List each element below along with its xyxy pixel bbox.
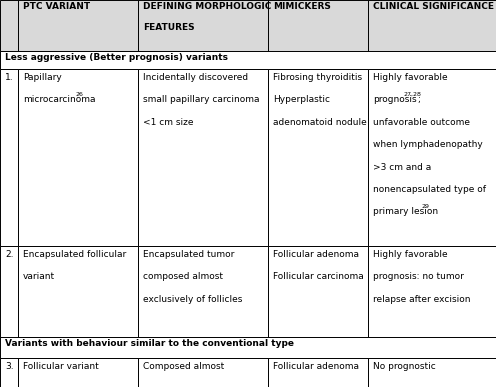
Bar — [0, 246, 18, 337]
Bar — [18, 0, 138, 51]
Text: when lymphadenopathy: when lymphadenopathy — [373, 140, 483, 149]
Text: composed almost: composed almost — [143, 272, 223, 281]
Bar — [0, 51, 496, 69]
Text: Encapsulated follicular: Encapsulated follicular — [23, 250, 126, 259]
Text: Follicular adenoma: Follicular adenoma — [273, 362, 359, 371]
Text: Fibrosing thyroiditis: Fibrosing thyroiditis — [273, 73, 362, 82]
Text: Highly favorable: Highly favorable — [373, 73, 447, 82]
Text: microcarcinoma: microcarcinoma — [23, 95, 95, 104]
Text: Follicular variant: Follicular variant — [23, 362, 99, 371]
Text: 29: 29 — [421, 204, 429, 209]
Text: 26: 26 — [76, 92, 84, 97]
Text: variant: variant — [23, 272, 55, 281]
Text: prognosis: prognosis — [373, 95, 417, 104]
Text: Follicular carcinoma: Follicular carcinoma — [273, 272, 364, 281]
Text: primary lesion: primary lesion — [373, 207, 438, 216]
Text: Papillary: Papillary — [23, 73, 62, 82]
Text: DEFINING MORPHOLOGIC: DEFINING MORPHOLOGIC — [143, 2, 271, 11]
Text: Follicular adenoma: Follicular adenoma — [273, 250, 359, 259]
Bar — [268, 358, 368, 387]
Text: Composed almost: Composed almost — [143, 362, 224, 371]
Text: Incidentally discovered: Incidentally discovered — [143, 73, 248, 82]
Bar — [0, 0, 18, 51]
Bar — [368, 246, 496, 337]
Text: adenomatoid nodule: adenomatoid nodule — [273, 118, 367, 127]
Text: small papillary carcinoma: small papillary carcinoma — [143, 95, 259, 104]
Bar — [368, 69, 496, 246]
Text: exclusively of follicles: exclusively of follicles — [143, 295, 242, 303]
Bar — [0, 358, 18, 387]
Text: >3 cm and a: >3 cm and a — [373, 163, 431, 171]
Bar — [138, 0, 268, 51]
Text: 2.: 2. — [5, 250, 13, 259]
Text: Variants with behaviour similar to the conventional type: Variants with behaviour similar to the c… — [5, 339, 294, 348]
Bar — [368, 0, 496, 51]
Text: unfavorable outcome: unfavorable outcome — [373, 118, 470, 127]
Text: 27,28: 27,28 — [404, 92, 422, 97]
Bar — [0, 337, 496, 358]
Text: No prognostic: No prognostic — [373, 362, 436, 371]
Text: Highly favorable: Highly favorable — [373, 250, 447, 259]
Text: ;: ; — [417, 95, 420, 104]
Text: 1.: 1. — [5, 73, 13, 82]
Text: <1 cm size: <1 cm size — [143, 118, 193, 127]
Bar — [138, 69, 268, 246]
Text: PTC VARIANT: PTC VARIANT — [23, 2, 90, 11]
Text: Less aggressive (Better prognosis) variants: Less aggressive (Better prognosis) varia… — [5, 53, 228, 62]
Bar — [268, 0, 368, 51]
Text: Hyperplastic: Hyperplastic — [273, 95, 330, 104]
Text: relapse after excision: relapse after excision — [373, 295, 471, 303]
Bar — [368, 358, 496, 387]
Bar — [138, 246, 268, 337]
Bar — [18, 358, 138, 387]
Text: prognosis: no tumor: prognosis: no tumor — [373, 272, 464, 281]
Text: nonencapsulated type of: nonencapsulated type of — [373, 185, 486, 194]
Text: CLINICAL SIGNIFICANCE: CLINICAL SIGNIFICANCE — [373, 2, 494, 11]
Bar — [268, 246, 368, 337]
Text: MIMICKERS: MIMICKERS — [273, 2, 331, 11]
Bar — [138, 358, 268, 387]
Bar — [0, 69, 18, 246]
Bar — [18, 246, 138, 337]
Text: 3.: 3. — [5, 362, 13, 371]
Bar — [268, 69, 368, 246]
Text: Encapsulated tumor: Encapsulated tumor — [143, 250, 234, 259]
Text: FEATURES: FEATURES — [143, 23, 194, 32]
Bar — [18, 69, 138, 246]
